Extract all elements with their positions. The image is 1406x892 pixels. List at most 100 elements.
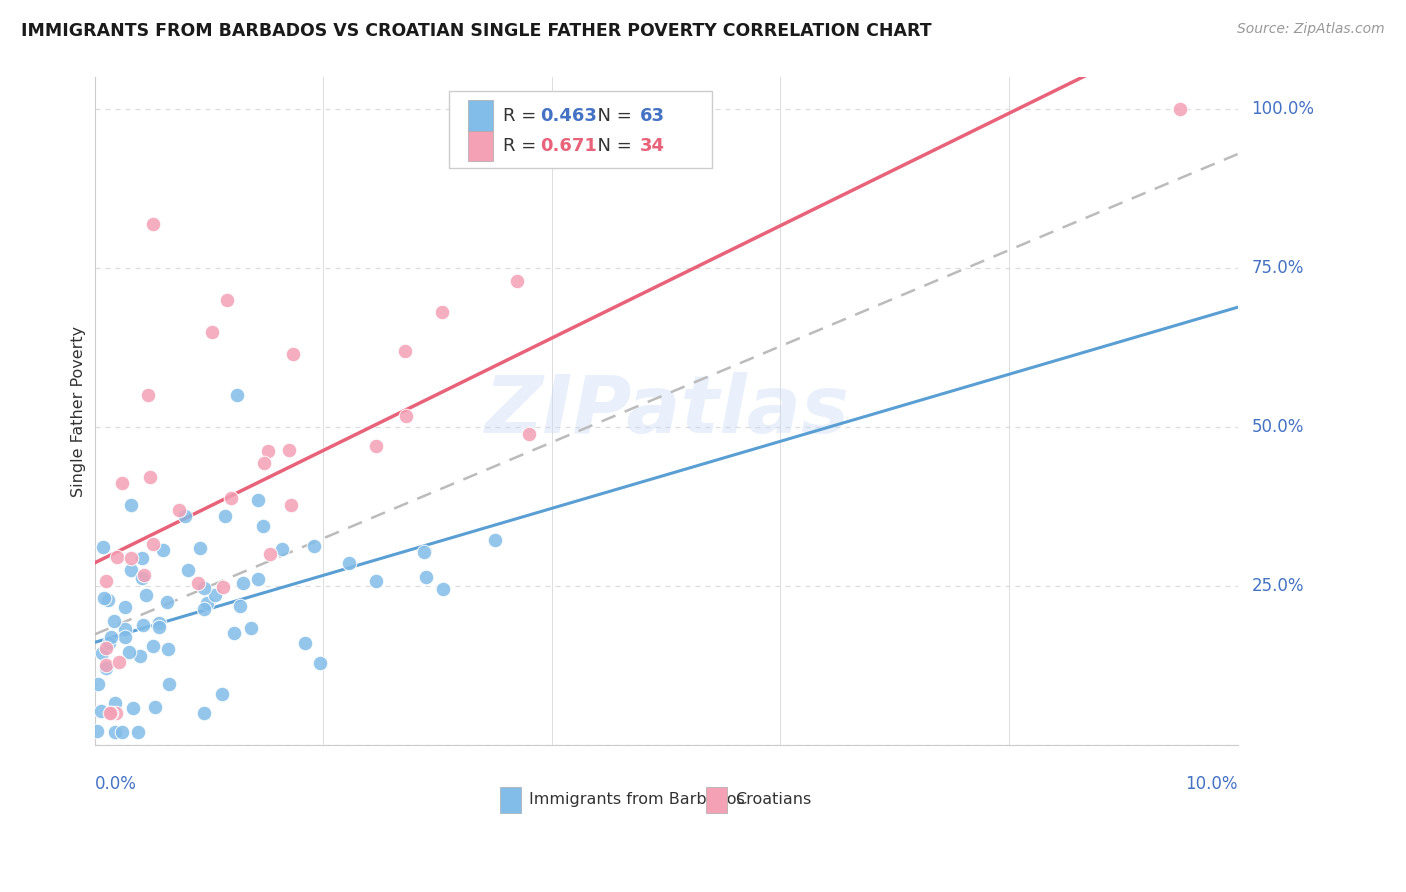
Point: [188, 541, 211, 555]
Point: [100, 706, 122, 721]
Point: [239, 621, 262, 635]
Point: [484, 533, 506, 547]
Point: [108, 655, 131, 669]
FancyBboxPatch shape: [449, 91, 711, 168]
Text: ZIPatlas: ZIPatlas: [484, 372, 849, 450]
Point: [103, 615, 125, 629]
Point: [152, 543, 174, 558]
Point: [93, 591, 115, 606]
Point: [247, 572, 270, 586]
Text: 0.463: 0.463: [540, 106, 598, 125]
Point: [412, 545, 434, 559]
Text: 100.0%: 100.0%: [1251, 100, 1315, 119]
Point: [280, 498, 302, 512]
Point: [100, 631, 122, 645]
Point: [224, 626, 246, 640]
Point: [1170, 102, 1192, 116]
Point: [204, 588, 226, 602]
Point: [214, 509, 236, 524]
Point: [90, 705, 112, 719]
Point: [187, 576, 209, 591]
Point: [228, 599, 250, 613]
Point: [177, 563, 200, 577]
Point: [395, 409, 418, 424]
Point: [217, 293, 239, 307]
Point: [148, 620, 170, 634]
Point: [366, 574, 388, 588]
Point: [281, 347, 304, 361]
Point: [432, 582, 454, 597]
Point: [142, 537, 165, 551]
Point: [96, 661, 118, 675]
Text: N =: N =: [586, 106, 637, 125]
Text: 25.0%: 25.0%: [1251, 577, 1303, 595]
Point: [104, 725, 127, 739]
Point: [111, 725, 134, 739]
Bar: [468, 101, 494, 130]
Bar: [501, 788, 520, 813]
Point: [94, 658, 117, 673]
Point: [302, 539, 325, 553]
Point: [201, 325, 224, 339]
Point: [294, 636, 316, 650]
Point: [105, 706, 128, 721]
Point: [506, 274, 529, 288]
Point: [86, 677, 108, 691]
Point: [253, 456, 276, 470]
Point: [143, 699, 166, 714]
Point: [193, 581, 215, 595]
Point: [157, 642, 180, 657]
Point: [128, 648, 150, 663]
Text: N =: N =: [586, 137, 637, 155]
Text: R =: R =: [502, 137, 541, 155]
Text: Source: ZipAtlas.com: Source: ZipAtlas.com: [1237, 22, 1385, 37]
Point: [136, 388, 159, 402]
Point: [96, 593, 118, 607]
Text: 0.671: 0.671: [540, 137, 598, 155]
Point: [174, 509, 197, 524]
Point: [259, 547, 281, 561]
Point: [193, 706, 215, 720]
Text: 10.0%: 10.0%: [1185, 775, 1237, 793]
Point: [221, 491, 243, 506]
Bar: [706, 788, 727, 813]
Point: [193, 602, 215, 616]
Point: [226, 388, 249, 402]
Y-axis label: Single Father Poverty: Single Father Poverty: [72, 326, 86, 497]
Text: 63: 63: [640, 106, 665, 125]
Point: [232, 575, 254, 590]
Point: [256, 443, 278, 458]
Point: [156, 595, 179, 609]
Point: [110, 476, 132, 491]
Point: [394, 343, 416, 358]
Point: [86, 723, 108, 738]
Point: [142, 217, 165, 231]
Point: [121, 563, 143, 577]
Point: [121, 498, 143, 512]
Point: [131, 571, 153, 585]
Point: [122, 701, 145, 715]
Point: [94, 574, 117, 588]
Text: 34: 34: [640, 137, 665, 155]
Point: [114, 630, 136, 644]
Point: [366, 439, 388, 453]
Point: [271, 541, 294, 556]
Point: [135, 588, 157, 602]
Point: [131, 551, 153, 566]
Point: [105, 549, 128, 564]
Point: [114, 600, 136, 615]
Point: [247, 493, 270, 508]
Point: [517, 426, 540, 441]
Point: [91, 540, 114, 554]
Point: [132, 617, 155, 632]
Point: [118, 645, 141, 659]
Text: IMMIGRANTS FROM BARBADOS VS CROATIAN SINGLE FATHER POVERTY CORRELATION CHART: IMMIGRANTS FROM BARBADOS VS CROATIAN SIN…: [21, 22, 932, 40]
Text: Immigrants from Barbados: Immigrants from Barbados: [529, 792, 745, 807]
Point: [142, 639, 165, 653]
Point: [148, 615, 170, 630]
Point: [157, 676, 180, 690]
Text: 50.0%: 50.0%: [1251, 418, 1303, 436]
Point: [337, 556, 360, 570]
Point: [195, 597, 218, 611]
Text: 0.0%: 0.0%: [94, 775, 136, 793]
